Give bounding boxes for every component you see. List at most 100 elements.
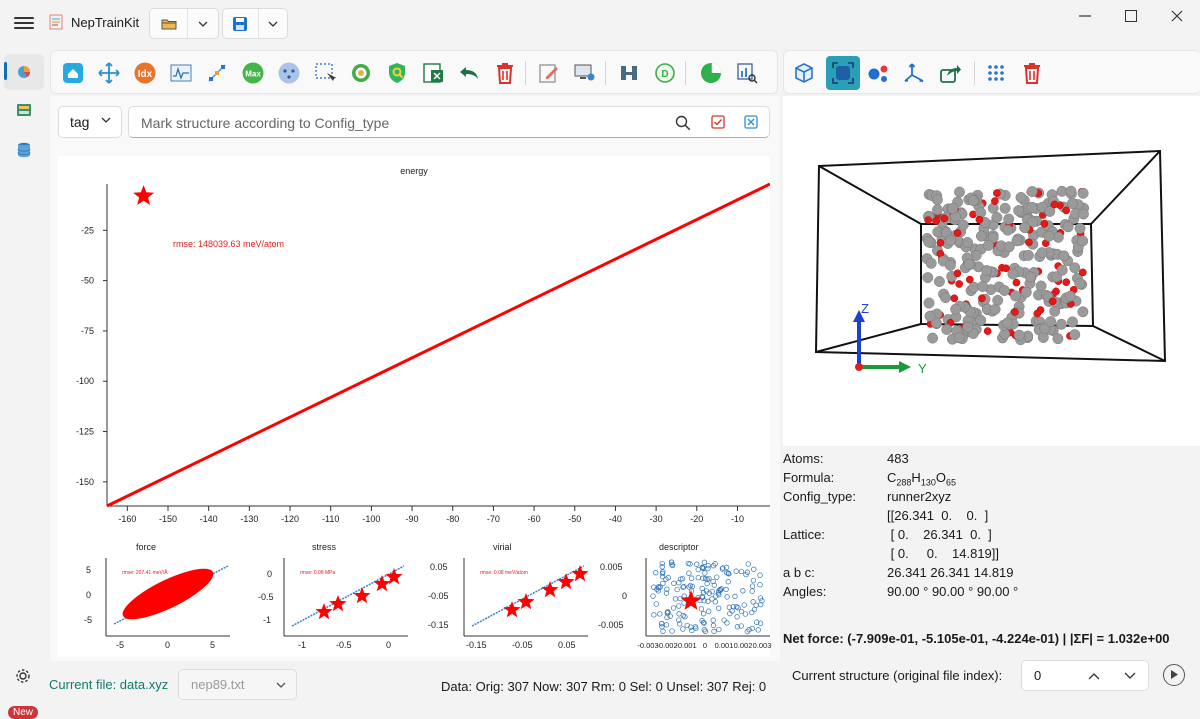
box-select-button[interactable] bbox=[311, 59, 339, 87]
open-folder-button[interactable] bbox=[150, 9, 188, 38]
formula-value: C288H130O65 bbox=[887, 470, 956, 488]
structure-viewer[interactable]: Z Y bbox=[783, 96, 1200, 446]
force-ytick: 5 bbox=[86, 565, 91, 575]
descriptor-xtick: -0.002 bbox=[656, 641, 677, 650]
delete-selected-button[interactable] bbox=[491, 59, 519, 87]
stress-ytick: 0 bbox=[267, 569, 272, 579]
nav-item-make-data[interactable] bbox=[4, 92, 44, 128]
svg-text:Max: Max bbox=[245, 70, 261, 79]
stress-plot[interactable]: 0 -0.5 -1 -1 -0.5 0 rmse: 0.08 MPa bbox=[236, 546, 416, 656]
energy-xtick-label: -60 bbox=[528, 514, 541, 524]
tag-select[interactable]: tag bbox=[58, 106, 122, 138]
energy-baseline-button[interactable]: D bbox=[651, 59, 679, 87]
energy-plot-title: energy bbox=[400, 166, 428, 176]
home-reset-button[interactable] bbox=[59, 59, 87, 87]
bars-icon bbox=[621, 66, 637, 80]
open-file-split-button[interactable] bbox=[149, 8, 219, 39]
virial-rmse-label: rmse: 0.08 meV/atom bbox=[480, 570, 528, 576]
select-max-error-button[interactable]: Max bbox=[239, 59, 267, 87]
descriptor-ytick: -0.005 bbox=[598, 620, 624, 630]
delete-structure-button[interactable] bbox=[1018, 59, 1046, 87]
svg-text:Idx: Idx bbox=[138, 69, 153, 80]
virial-ytick: -0.05 bbox=[428, 591, 449, 601]
summary-chart-button[interactable] bbox=[697, 59, 725, 87]
net-force: Net force: (-7.909e-01, -5.105e-01, -4.2… bbox=[783, 631, 1170, 646]
export-structure-button[interactable] bbox=[936, 59, 964, 87]
find-nonphysical-button[interactable] bbox=[203, 59, 231, 87]
energy-ytick-label: -125 bbox=[76, 427, 94, 437]
chevron-down-icon bbox=[276, 682, 286, 688]
lattice-row: [ 0. 0. 14.819]] bbox=[887, 546, 1000, 561]
virial-ytick: 0.05 bbox=[430, 562, 448, 572]
title-bar: NepTrainKit bbox=[0, 0, 1200, 46]
dft-d3-button[interactable] bbox=[615, 59, 643, 87]
grid-view-button[interactable] bbox=[982, 59, 1010, 87]
index-button[interactable]: Idx bbox=[131, 59, 159, 87]
range-select-button[interactable] bbox=[167, 59, 195, 87]
data-panel-icon bbox=[17, 104, 31, 116]
sparse-button[interactable] bbox=[275, 59, 303, 87]
energy-xtick-label: -80 bbox=[446, 514, 459, 524]
chevron-up-icon[interactable] bbox=[1088, 672, 1100, 680]
axes-toggle-button[interactable] bbox=[900, 59, 928, 87]
undo-button[interactable] bbox=[455, 59, 483, 87]
open-dropdown[interactable] bbox=[188, 9, 218, 38]
energy-xtick-label: -70 bbox=[487, 514, 500, 524]
chevron-down-icon bbox=[268, 21, 278, 27]
lasso-target-button[interactable] bbox=[347, 59, 375, 87]
config-type-search-input[interactable] bbox=[139, 112, 659, 134]
play-button[interactable] bbox=[1163, 664, 1185, 686]
structure-canvas: Z Y bbox=[814, 149, 1167, 376]
edit-info-button[interactable] bbox=[535, 59, 563, 87]
nav-item-show-nep[interactable] bbox=[4, 54, 44, 90]
chevron-down-icon[interactable] bbox=[1124, 672, 1136, 680]
data-inspect-button[interactable] bbox=[733, 59, 761, 87]
check-select-icon[interactable] bbox=[711, 115, 725, 129]
descriptor-xtick: 0.001 bbox=[715, 641, 734, 650]
highlight-star bbox=[517, 593, 535, 610]
energy-ytick-label: -25 bbox=[81, 225, 94, 235]
save-button[interactable] bbox=[223, 9, 259, 38]
home-icon bbox=[63, 63, 83, 83]
toolbar-separator bbox=[974, 61, 975, 85]
nep-file-select[interactable]: nep89.txt bbox=[178, 669, 297, 700]
angles-label: Angles: bbox=[783, 584, 827, 599]
energy-xtick-label: -120 bbox=[281, 514, 299, 524]
current-structure-spinbox[interactable]: 0 bbox=[1021, 660, 1149, 691]
atom-style-button[interactable] bbox=[864, 59, 892, 87]
save-dropdown[interactable] bbox=[259, 9, 287, 38]
descriptor-plot[interactable]: 0.005 0 -0.005 -0.003-0.002-0.001 0 0.001 0… bbox=[598, 546, 778, 656]
descriptor-xtick: 0.002 bbox=[734, 641, 753, 650]
atoms-value: 483 bbox=[887, 451, 909, 466]
nav-item-database[interactable] bbox=[4, 132, 44, 168]
view-mode-button[interactable] bbox=[790, 59, 818, 87]
ortho-view-button[interactable] bbox=[826, 56, 860, 90]
chevron-down-icon bbox=[198, 21, 208, 27]
hamburger-menu-icon[interactable] bbox=[14, 14, 34, 32]
trash-icon bbox=[497, 63, 513, 84]
force-ytick: 0 bbox=[86, 590, 91, 600]
save-split-button[interactable] bbox=[222, 8, 288, 39]
close-button[interactable] bbox=[1154, 0, 1200, 32]
export-selected-button[interactable] bbox=[419, 59, 447, 87]
stress-xtick: 0 bbox=[386, 640, 391, 650]
energy-xtick-label: -100 bbox=[362, 514, 380, 524]
search-shield-button[interactable] bbox=[383, 59, 411, 87]
z-axis-arrow-head bbox=[853, 310, 865, 322]
index-icon: Idx bbox=[134, 62, 156, 84]
highlight-star bbox=[571, 565, 589, 582]
energy-plot[interactable]: energy -25 -50 -75 -100 -125 -150 -160 -150 -14… bbox=[58, 156, 770, 541]
monitor-gear-icon bbox=[574, 64, 595, 81]
pan-button[interactable] bbox=[95, 59, 123, 87]
display-settings-button[interactable] bbox=[571, 59, 599, 87]
stress-ytick: -1 bbox=[263, 615, 271, 625]
maximize-button[interactable] bbox=[1108, 0, 1154, 32]
energy-ytick-label: -50 bbox=[81, 276, 94, 286]
minimize-button[interactable] bbox=[1062, 0, 1108, 32]
uncheck-select-icon[interactable] bbox=[744, 115, 758, 129]
settings-button[interactable] bbox=[15, 668, 31, 687]
virial-plot[interactable]: 0.05 -0.05 -0.15 -0.15 -0.05 0.05 rmse: … bbox=[416, 546, 596, 656]
force-plot[interactable]: 5 0 -5 -5 0 5 rmse: 207.41 meV/Å bbox=[58, 546, 238, 656]
search-icon[interactable] bbox=[675, 115, 691, 131]
config-type-value: runner2xyz bbox=[887, 489, 952, 504]
